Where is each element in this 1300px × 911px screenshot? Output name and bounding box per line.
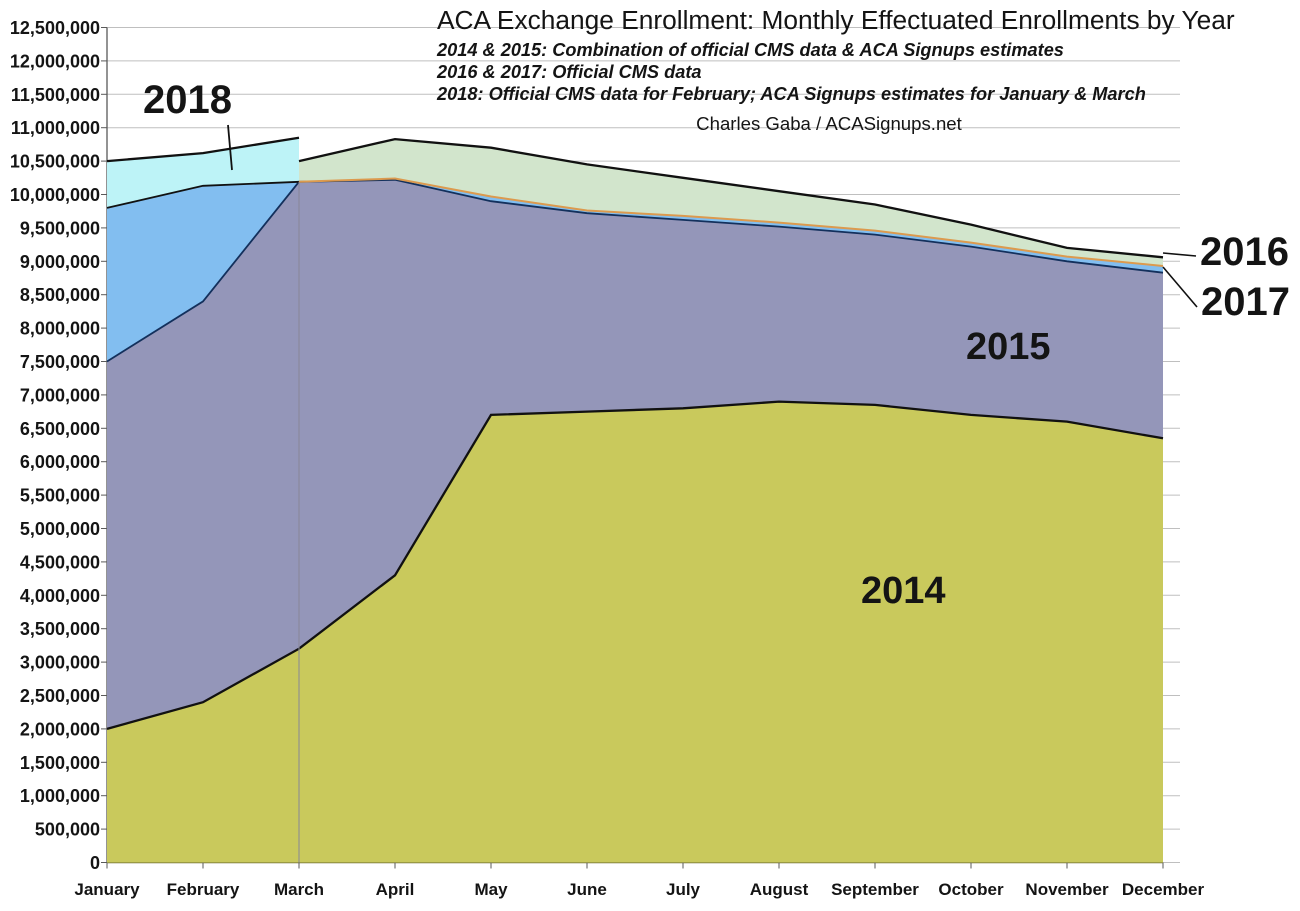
svg-text:September: September	[831, 880, 919, 899]
svg-text:12,500,000: 12,500,000	[10, 18, 100, 38]
svg-text:6,500,000: 6,500,000	[20, 419, 100, 439]
svg-text:November: November	[1025, 880, 1109, 899]
svg-text:10,500,000: 10,500,000	[10, 152, 100, 172]
svg-text:7,000,000: 7,000,000	[20, 385, 100, 405]
svg-text:5,000,000: 5,000,000	[20, 519, 100, 539]
svg-text:12,000,000: 12,000,000	[10, 51, 100, 71]
svg-text:1,500,000: 1,500,000	[20, 753, 100, 773]
svg-text:3,500,000: 3,500,000	[20, 619, 100, 639]
svg-text:October: October	[938, 880, 1004, 899]
svg-text:August: August	[750, 880, 809, 899]
svg-text:2014 & 2015: Combination of o: 2014 & 2015: Combination of official CMS…	[436, 40, 1064, 60]
svg-text:7,500,000: 7,500,000	[20, 352, 100, 372]
svg-text:11,000,000: 11,000,000	[11, 118, 100, 138]
svg-text:9,500,000: 9,500,000	[20, 218, 100, 238]
svg-text:ACA Exchange Enrollment: Month: ACA Exchange Enrollment: Monthly Effectu…	[437, 5, 1235, 35]
svg-text:11,500,000: 11,500,000	[11, 85, 100, 105]
svg-text:January: January	[74, 880, 140, 899]
svg-text:4,500,000: 4,500,000	[20, 552, 100, 572]
svg-text:2018: 2018	[143, 78, 232, 122]
svg-text:2,000,000: 2,000,000	[20, 719, 100, 739]
svg-text:2016 & 2017: Official CMS data: 2016 & 2017: Official CMS data	[436, 62, 702, 82]
svg-text:6,000,000: 6,000,000	[20, 452, 100, 472]
svg-text:2015: 2015	[966, 326, 1051, 368]
svg-text:2014: 2014	[861, 570, 946, 612]
svg-text:March: March	[274, 880, 324, 899]
svg-text:May: May	[474, 880, 508, 899]
svg-text:1,000,000: 1,000,000	[20, 786, 100, 806]
svg-text:Charles Gaba / ACASignups.net: Charles Gaba / ACASignups.net	[696, 113, 962, 134]
svg-text:10,000,000: 10,000,000	[10, 185, 100, 205]
svg-text:3,000,000: 3,000,000	[20, 653, 100, 673]
svg-text:2017: 2017	[1201, 280, 1290, 324]
svg-text:9,000,000: 9,000,000	[20, 252, 100, 272]
svg-text:July: July	[666, 880, 701, 899]
svg-text:2,500,000: 2,500,000	[20, 686, 100, 706]
svg-text:8,000,000: 8,000,000	[20, 319, 100, 339]
svg-text:5,500,000: 5,500,000	[20, 486, 100, 506]
svg-text:8,500,000: 8,500,000	[20, 285, 100, 305]
svg-text:4,000,000: 4,000,000	[20, 586, 100, 606]
svg-text:June: June	[567, 880, 607, 899]
svg-text:500,000: 500,000	[35, 820, 100, 840]
svg-text:2016: 2016	[1200, 230, 1289, 274]
svg-text:2018: Official CMS data for Fe: 2018: Official CMS data for February; AC…	[436, 84, 1146, 104]
svg-text:December: December	[1122, 880, 1205, 899]
svg-text:April: April	[376, 880, 415, 899]
svg-text:0: 0	[90, 853, 100, 873]
svg-text:February: February	[167, 880, 240, 899]
